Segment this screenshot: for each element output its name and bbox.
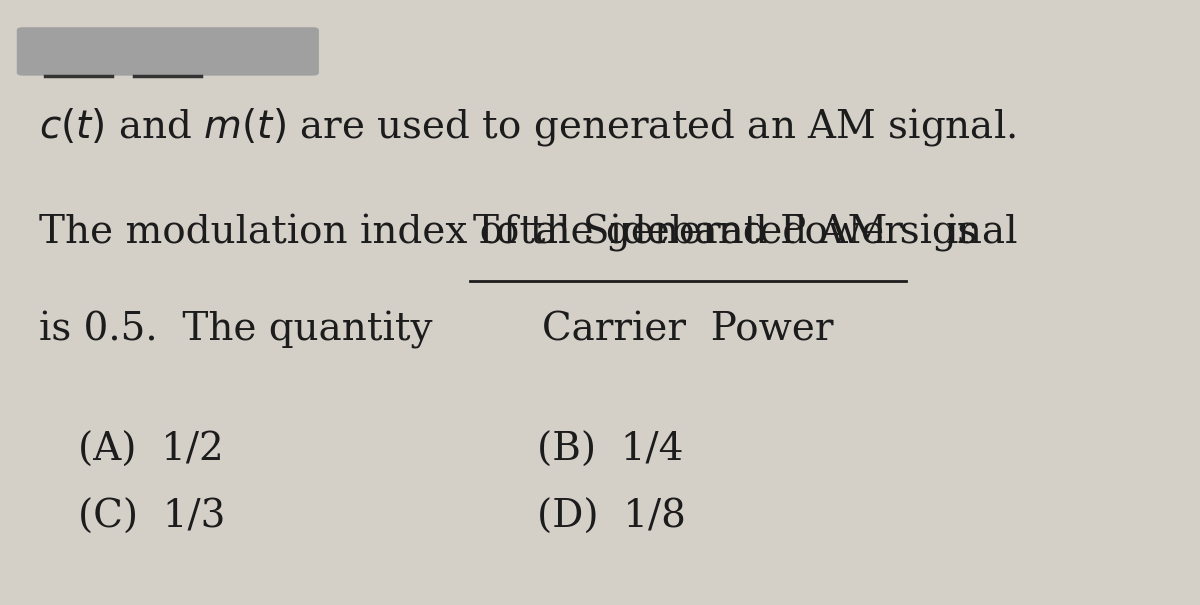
Text: is: is xyxy=(946,214,978,252)
Text: Carrier  Power: Carrier Power xyxy=(542,311,834,348)
FancyBboxPatch shape xyxy=(17,27,319,76)
Text: (A)  1/2: (A) 1/2 xyxy=(78,432,224,469)
Text: $c(t)$ and $m(t)$ are used to generated an AM signal.: $c(t)$ and $m(t)$ are used to generated … xyxy=(40,106,1016,148)
Text: (B)  1/4: (B) 1/4 xyxy=(538,432,684,469)
Text: is 0.5.  The quantity: is 0.5. The quantity xyxy=(40,311,433,348)
Text: (D)  1/8: (D) 1/8 xyxy=(538,499,686,536)
Text: The modulation index of the generated AM signal: The modulation index of the generated AM… xyxy=(40,214,1018,252)
Text: Total Sideband Power: Total Sideband Power xyxy=(473,214,904,252)
Text: (C)  1/3: (C) 1/3 xyxy=(78,499,226,536)
